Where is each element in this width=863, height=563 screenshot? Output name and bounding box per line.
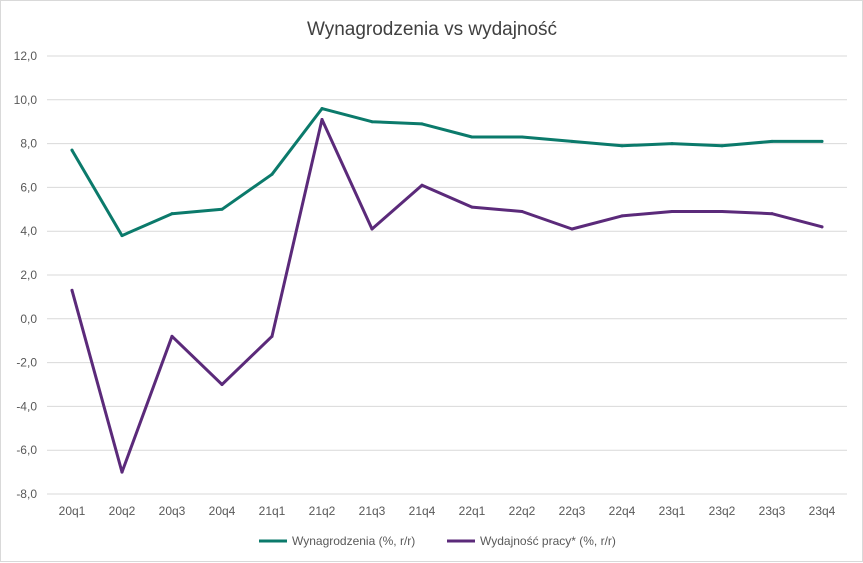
y-tick-label: 4,0 (20, 224, 37, 238)
x-tick-label: 23q3 (759, 504, 786, 518)
series-line-1 (70, 107, 824, 238)
y-axis-ticks: -8,0 -6,0 -4,0 -2,0 0,0 2,0 4,0 6,0 8,0 10,0 12,0 (14, 49, 38, 501)
y-tick-label: 8,0 (20, 137, 37, 151)
y-tick-label: 12,0 (14, 49, 38, 63)
x-tick-label: 21q3 (359, 504, 386, 518)
series-line-2 (70, 118, 824, 474)
data-point (620, 144, 624, 148)
data-point (420, 122, 424, 126)
y-tick-label: -4,0 (16, 399, 37, 413)
data-point (120, 234, 124, 238)
data-point (420, 183, 424, 187)
data-point (320, 118, 324, 122)
x-tick-label: 20q4 (209, 504, 236, 518)
x-axis-ticks: 20q1 20q2 20q3 20q4 21q1 21q2 21q3 21q4 22q1 22q2… (59, 504, 836, 518)
x-tick-label: 20q3 (159, 504, 186, 518)
data-point (720, 209, 724, 213)
data-point (70, 288, 74, 292)
x-tick-label: 23q4 (809, 504, 836, 518)
data-point (220, 207, 224, 211)
data-point (720, 144, 724, 148)
data-point (220, 383, 224, 386)
data-point (370, 227, 374, 231)
x-tick-label: 20q1 (59, 504, 86, 518)
y-tick-label: 10,0 (14, 93, 38, 107)
y-tick-label: -6,0 (16, 443, 37, 457)
y-tick-label: 2,0 (20, 268, 37, 282)
data-point (670, 209, 674, 213)
x-tick-label: 23q2 (709, 504, 736, 518)
data-point (520, 209, 524, 213)
x-tick-label: 22q4 (609, 504, 636, 518)
data-point (170, 212, 174, 216)
data-point (470, 205, 474, 209)
data-point (670, 142, 674, 146)
data-point (170, 334, 174, 338)
x-tick-label: 21q1 (259, 504, 286, 518)
series-lines (70, 107, 824, 474)
legend-label: Wydajność pracy* (%, r/r) (480, 534, 616, 548)
data-point (770, 212, 774, 216)
data-point (70, 148, 74, 152)
data-point (370, 120, 374, 124)
y-tick-label: 6,0 (20, 180, 37, 194)
y-tick-label: -8,0 (16, 487, 37, 501)
chart-title: Wynagrodzenia vs wydajność (307, 19, 557, 40)
data-point (270, 172, 274, 176)
data-point (820, 225, 824, 229)
y-tick-label: 0,0 (20, 312, 37, 326)
data-point (270, 334, 274, 338)
data-point (320, 107, 324, 111)
data-point (770, 139, 774, 143)
y-tick-label: -2,0 (16, 356, 37, 370)
x-tick-label: 21q4 (409, 504, 436, 518)
x-tick-label: 23q1 (659, 504, 686, 518)
legend: Wynagrodzenia (%, r/r) Wydajność pracy* (… (259, 534, 616, 548)
data-point (520, 135, 524, 139)
x-tick-label: 20q2 (109, 504, 136, 518)
data-point (620, 214, 624, 218)
data-point (570, 139, 574, 143)
data-point (120, 470, 124, 474)
data-point (820, 139, 824, 143)
data-point (470, 135, 474, 139)
x-tick-label: 22q2 (509, 504, 536, 518)
legend-label: Wynagrodzenia (%, r/r) (292, 534, 415, 548)
x-tick-label: 22q3 (559, 504, 586, 518)
gridlines (47, 55, 847, 495)
x-tick-label: 22q1 (459, 504, 486, 518)
x-tick-label: 21q2 (309, 504, 336, 518)
data-point (570, 227, 574, 231)
